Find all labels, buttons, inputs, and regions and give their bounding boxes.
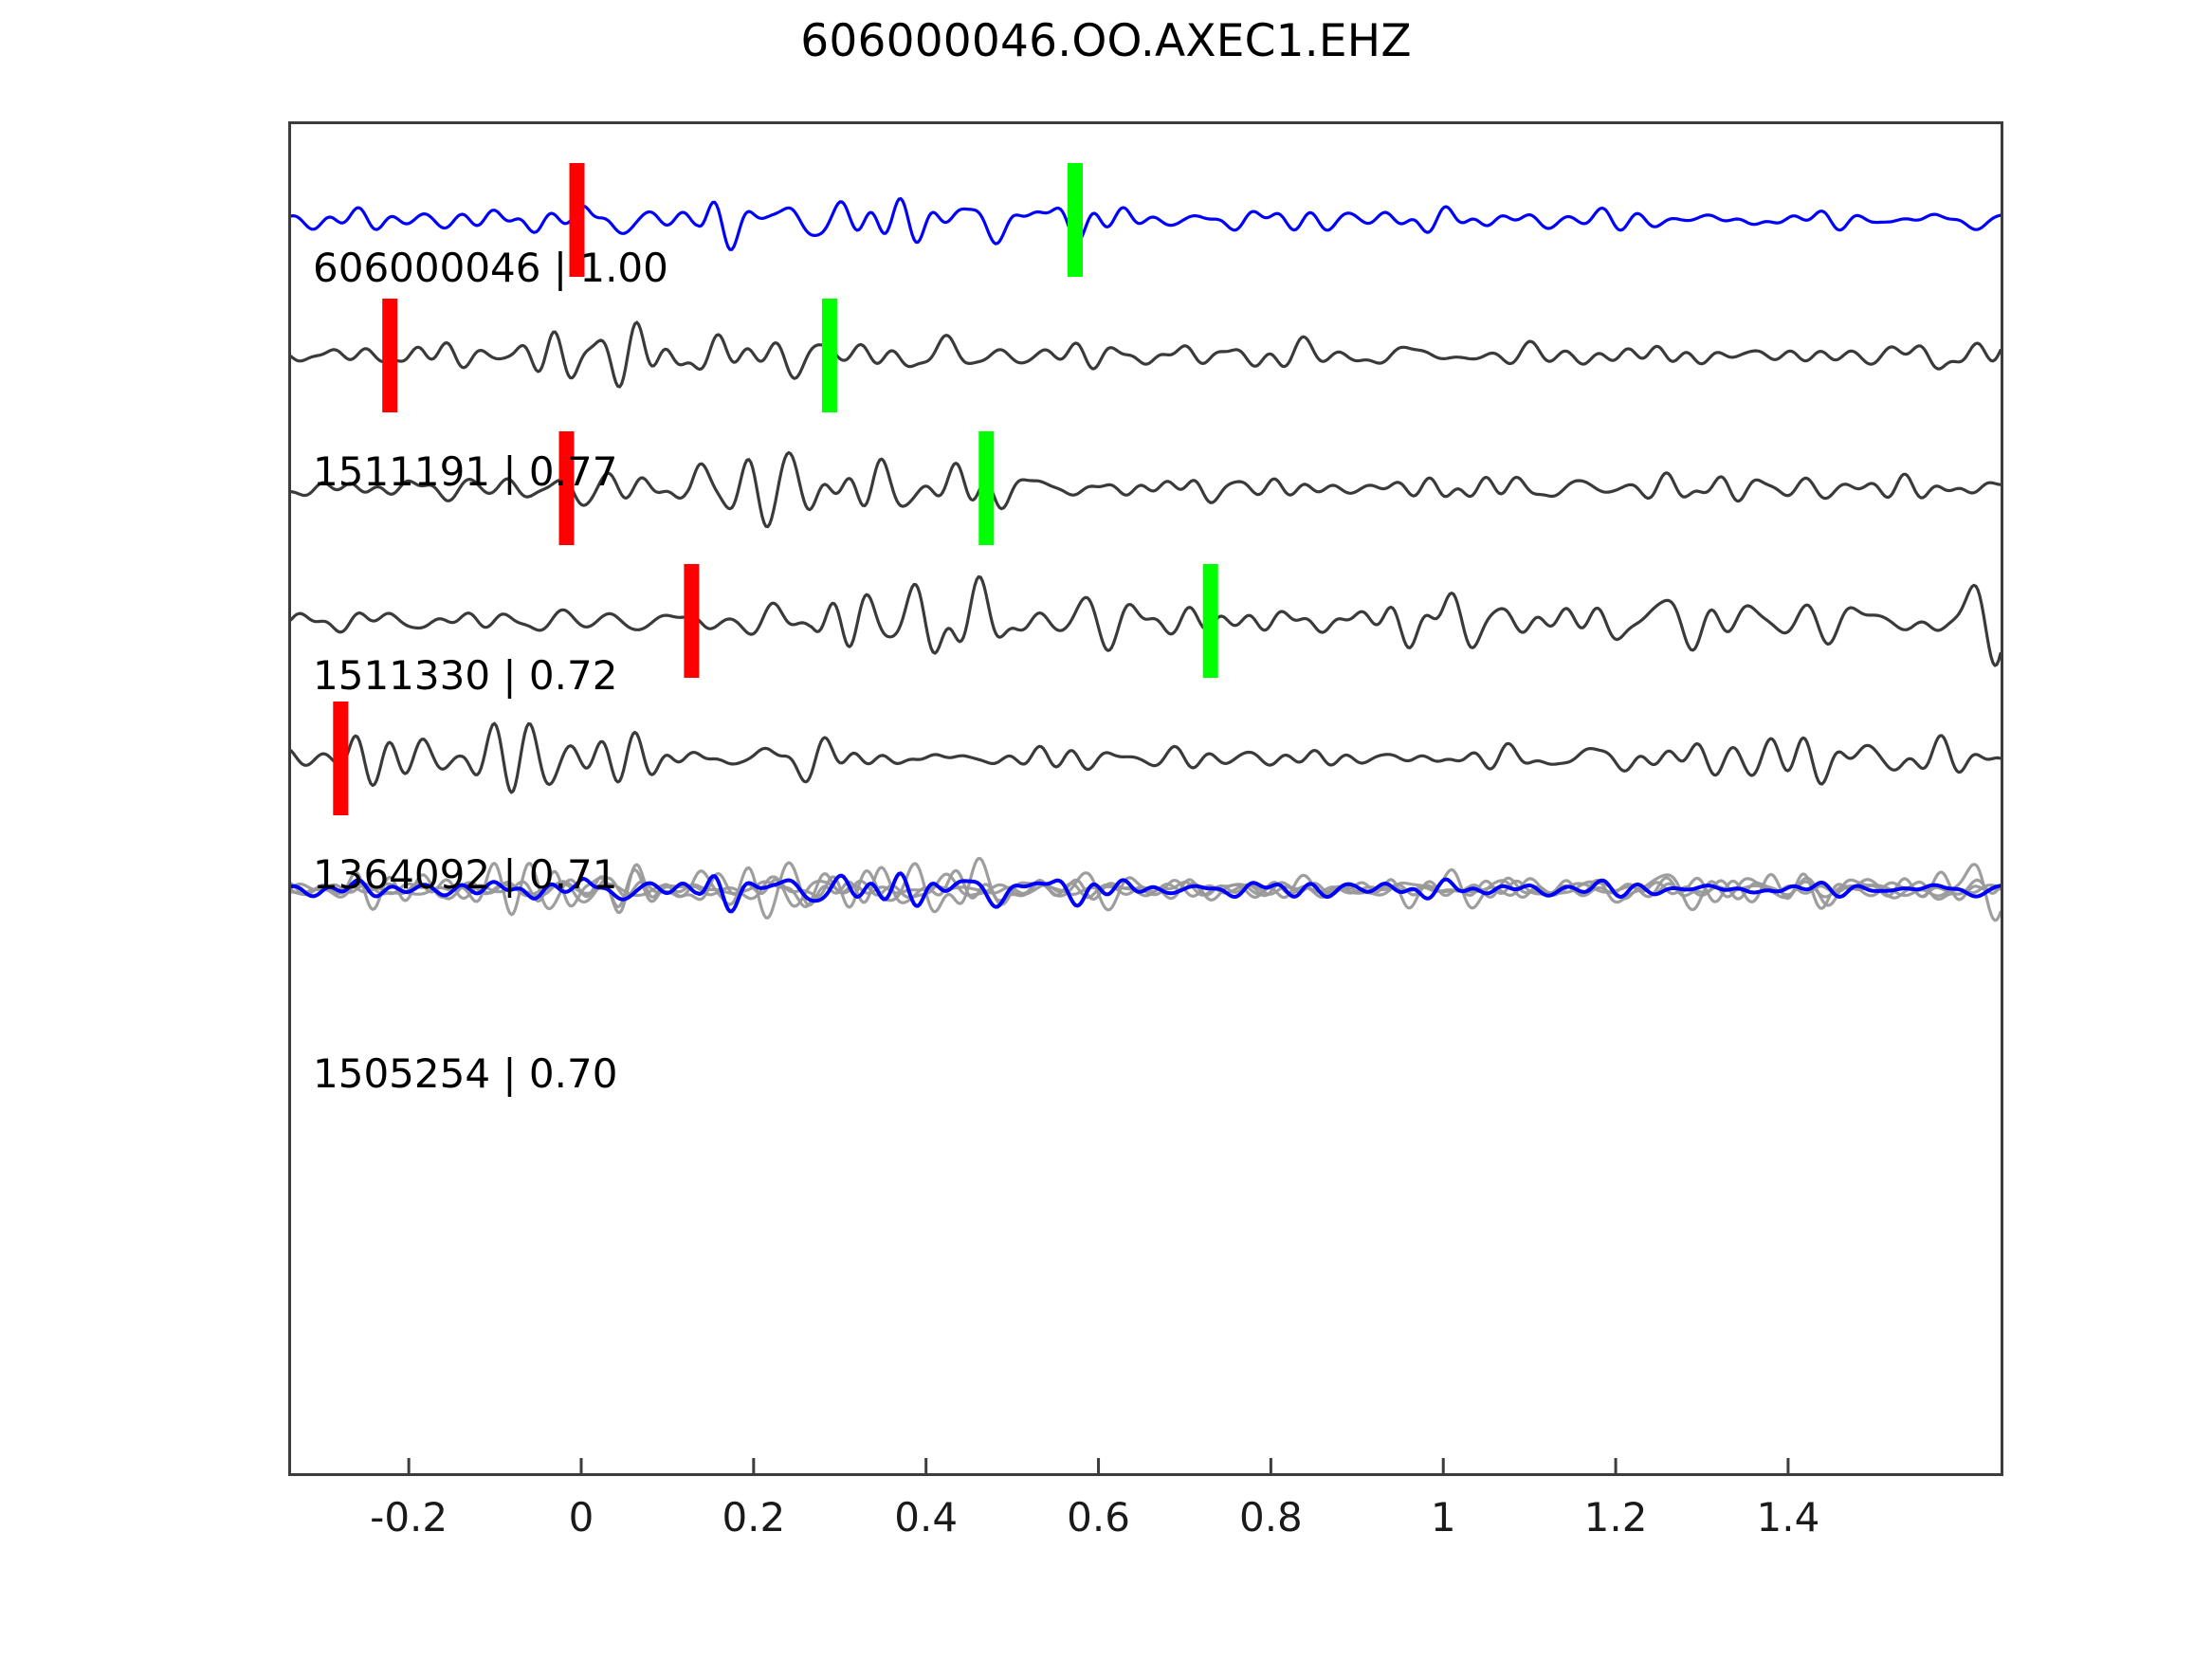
waveform-trace-1511191 (291, 320, 2001, 389)
x-tick-label-8: 1.4 (1756, 1494, 1820, 1540)
stack-trace-template (291, 871, 2001, 914)
x-tick-label-2: 0.2 (722, 1494, 786, 1540)
x-tick-label-3: 0.4 (894, 1494, 959, 1540)
p-pick-marker-1505254[interactable] (333, 702, 349, 815)
waveform-trace-1364092 (291, 574, 2001, 667)
trace-label-1364092: 1364092 | 0.71 (313, 851, 618, 898)
waveform-trace-606000046 (291, 197, 2001, 251)
x-tick-label-6: 1 (1430, 1494, 1456, 1540)
x-tick-label-7: 1.2 (1583, 1494, 1648, 1540)
p-pick-marker-1511330[interactable] (558, 431, 575, 545)
p-pick-marker-1511191[interactable] (382, 299, 398, 412)
x-tick-label-0: -0.2 (370, 1494, 448, 1540)
trace-label-1511191: 1511191 | 0.77 (313, 448, 618, 495)
p-pick-marker-606000046[interactable] (569, 163, 585, 277)
waveform-trace-1511330 (291, 450, 2001, 529)
s-pick-marker-1511330[interactable] (978, 431, 995, 545)
x-tick-label-4: 0.6 (1067, 1494, 1130, 1540)
page-title: 606000046.OO.AXEC1.EHZ (800, 15, 1412, 67)
s-pick-marker-606000046[interactable] (1068, 163, 1083, 277)
s-pick-marker-1364092[interactable] (1202, 564, 1218, 678)
plot-area (288, 121, 2003, 1476)
waveform-canvas (291, 163, 2001, 1473)
x-tick-label-1: 0 (568, 1494, 594, 1540)
trace-label-1511330: 1511330 | 0.72 (313, 652, 618, 699)
waveform-trace-1505254 (291, 721, 2001, 794)
p-pick-marker-1364092[interactable] (684, 564, 700, 678)
trace-label-1505254: 1505254 | 0.70 (313, 1050, 618, 1097)
s-pick-marker-1511191[interactable] (821, 299, 837, 412)
x-tick-label-5: 0.8 (1238, 1494, 1303, 1540)
trace-label-606000046: 606000046 | 1.00 (313, 245, 668, 291)
